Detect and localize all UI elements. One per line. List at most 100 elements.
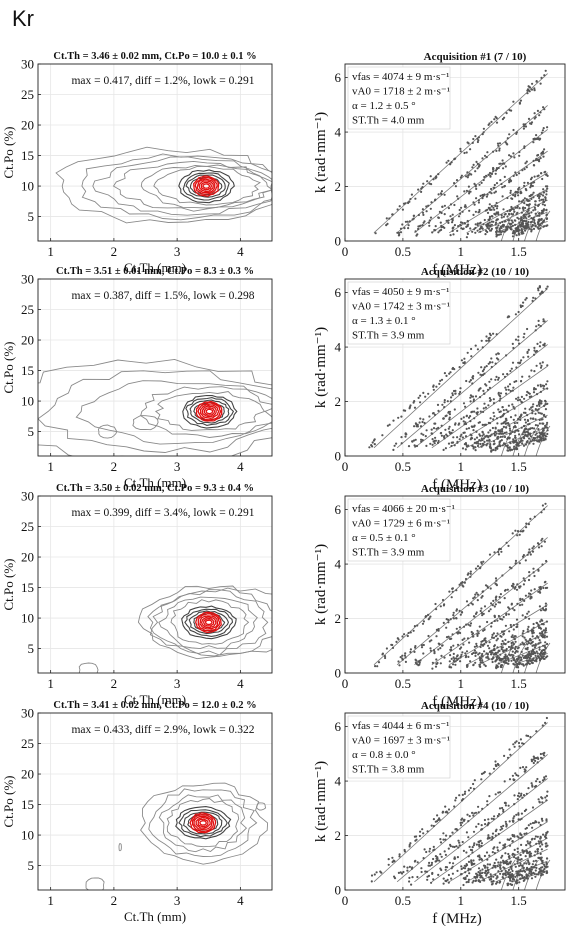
data-point <box>528 662 531 666</box>
data-point <box>491 215 494 218</box>
data-point <box>444 415 447 418</box>
data-point <box>517 870 520 873</box>
data-point <box>407 224 410 227</box>
data-point <box>462 849 465 853</box>
data-point <box>517 646 520 649</box>
data-point <box>375 871 378 874</box>
data-point <box>490 378 493 381</box>
data-point <box>391 856 394 859</box>
data-point <box>511 834 515 838</box>
data-point <box>537 137 540 140</box>
data-point <box>442 448 445 451</box>
data-point <box>506 215 509 218</box>
data-point <box>516 650 519 653</box>
data-point <box>379 870 382 873</box>
data-point <box>430 428 433 431</box>
data-point <box>429 647 432 650</box>
data-point <box>509 871 512 874</box>
data-point <box>517 417 520 420</box>
data-point <box>505 112 508 115</box>
data-point <box>510 205 513 209</box>
data-point <box>507 863 510 866</box>
data-point <box>464 656 467 659</box>
data-point <box>510 367 513 370</box>
x-tick-label: 3 <box>174 459 181 474</box>
data-point <box>479 194 482 197</box>
data-point <box>533 430 536 434</box>
data-point <box>512 194 515 197</box>
data-point <box>497 391 500 394</box>
data-point <box>540 655 543 659</box>
data-point <box>485 656 488 659</box>
data-point <box>544 170 547 173</box>
data-point <box>493 442 496 445</box>
data-point <box>461 651 464 654</box>
data-point <box>451 213 454 216</box>
contour-line-outer <box>38 358 272 456</box>
data-point <box>525 223 528 226</box>
data-point <box>526 210 529 213</box>
data-point <box>487 834 490 837</box>
data-point <box>535 866 538 870</box>
data-point <box>513 380 516 383</box>
data-point <box>482 127 485 130</box>
data-point <box>546 174 549 177</box>
x-tick-label: 3 <box>174 893 181 908</box>
data-point <box>432 427 436 430</box>
data-point <box>473 645 476 648</box>
data-point <box>528 872 531 875</box>
data-point <box>396 208 399 211</box>
data-point <box>515 740 518 743</box>
data-point <box>475 160 478 163</box>
data-point <box>533 112 536 115</box>
data-point <box>445 810 448 813</box>
data-point <box>499 593 502 596</box>
data-point <box>544 641 547 644</box>
data-point <box>522 577 525 580</box>
plot-frame <box>37 278 273 457</box>
data-point <box>515 131 519 134</box>
data-point <box>457 657 460 660</box>
data-point <box>529 427 532 430</box>
data-point <box>523 876 526 879</box>
data-point <box>508 630 511 633</box>
data-point <box>518 186 521 189</box>
data-point <box>408 876 411 880</box>
data-point <box>474 567 478 570</box>
data-point <box>495 149 498 152</box>
data-point <box>540 439 543 442</box>
data-point <box>532 296 535 299</box>
data-point <box>461 221 464 224</box>
data-point <box>544 629 547 632</box>
data-point <box>520 439 523 442</box>
data-point <box>476 167 479 170</box>
data-point <box>533 854 536 857</box>
data-point <box>536 342 539 345</box>
data-point <box>510 225 513 228</box>
data-point <box>381 653 384 656</box>
data-point <box>510 602 513 605</box>
plot-frame <box>344 63 566 242</box>
data-point <box>525 217 528 220</box>
y-tick-label: 6 <box>335 502 342 517</box>
data-point <box>464 577 468 581</box>
data-point <box>518 604 522 607</box>
data-point <box>481 197 484 200</box>
data-point <box>476 593 479 596</box>
data-point <box>502 615 505 619</box>
data-point <box>520 833 523 837</box>
data-point <box>494 426 497 429</box>
data-point <box>486 837 489 840</box>
contour-line-mid <box>189 399 230 424</box>
data-point <box>408 865 411 869</box>
data-point <box>530 865 533 869</box>
data-point <box>526 874 530 877</box>
data-point <box>520 792 523 795</box>
data-point <box>516 862 519 865</box>
data-point <box>469 624 472 627</box>
data-point <box>536 424 540 427</box>
data-point <box>442 838 445 841</box>
data-point <box>496 875 499 878</box>
data-point <box>542 622 545 626</box>
data-point <box>393 444 396 447</box>
